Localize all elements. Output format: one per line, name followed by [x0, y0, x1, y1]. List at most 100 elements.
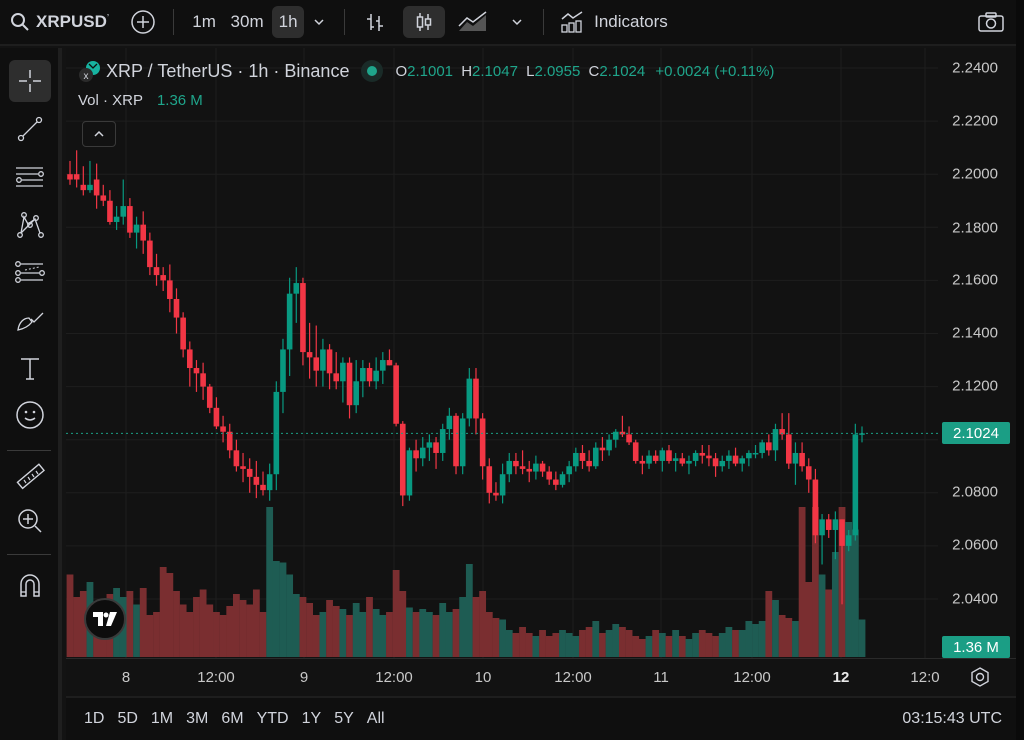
time-tick: 12 — [832, 669, 850, 686]
price-tick: 2.1600 — [952, 271, 998, 289]
symbol-search[interactable]: XRPUSD ’ — [10, 6, 109, 38]
change-value: +0.0024 (+0.11%) — [655, 62, 775, 80]
series-legend: x XRP / TetherUS · 1h · Binance O2.1001 … — [78, 60, 774, 82]
measure-tool[interactable] — [9, 456, 51, 498]
settings-hexagon-icon — [971, 667, 989, 687]
magnet-tool[interactable] — [9, 564, 51, 606]
text-icon — [21, 358, 39, 380]
current-volume-tag: 1.36 M — [942, 636, 1010, 658]
candlestick-chart[interactable] — [66, 48, 938, 658]
range-ytd[interactable]: YTD — [256, 710, 289, 727]
volume-legend[interactable]: Vol · XRP 1.36 M — [78, 92, 203, 109]
chart-type-dropdown[interactable] — [501, 6, 533, 38]
time-tick: 12:0 — [910, 669, 940, 686]
window-edge — [1016, 0, 1024, 740]
crosshair-tool[interactable] — [9, 60, 51, 102]
crosshair-icon — [19, 70, 41, 92]
divider — [543, 9, 545, 35]
text-tool[interactable] — [9, 348, 51, 390]
range-1y[interactable]: 1Y — [301, 710, 322, 727]
range-6m[interactable]: 6M — [221, 710, 244, 727]
interval-30m[interactable]: 30m — [230, 12, 264, 31]
magnet-icon — [20, 574, 40, 597]
ohlc-bars-icon — [367, 14, 384, 31]
time-tick: 9 — [299, 669, 309, 686]
camera-icon — [978, 12, 1004, 32]
price-tick: 2.0600 — [952, 536, 998, 554]
price-tick: 2.2200 — [952, 112, 998, 130]
current-price-tag: 2.1024 — [942, 422, 1010, 444]
time-scale[interactable]: 8 12:00 9 12:00 10 12:00 11 12:00 12 12:… — [66, 658, 1016, 696]
candlestick-icon — [416, 13, 432, 31]
chart-settings-button[interactable] — [969, 666, 991, 693]
time-tick: 8 — [121, 669, 131, 686]
drawing-toolbar — [0, 48, 62, 740]
range-3m[interactable]: 3M — [186, 710, 209, 727]
bar-chart-type-button[interactable] — [355, 6, 395, 38]
price-tick: 2.1800 — [952, 219, 998, 237]
indicators-label: Indicators — [594, 12, 668, 31]
divider — [344, 9, 346, 35]
xrp-logo-icon: x — [79, 61, 100, 82]
price-tick: 2.0800 — [952, 483, 998, 501]
high-value: 2.1047 — [472, 62, 518, 80]
top-toolbar: XRPUSD ’ 1m 30m 1h Indicators — [0, 0, 1024, 46]
interval-dropdown[interactable] — [304, 6, 334, 38]
tradingview-icon — [93, 612, 117, 626]
trend-line-icon — [17, 116, 43, 142]
market-status-dot[interactable] — [361, 60, 384, 82]
time-tick: 12:00 — [554, 669, 592, 686]
zoom-in-tool[interactable] — [9, 500, 51, 542]
emoji-tool[interactable] — [9, 394, 51, 436]
range-1d[interactable]: 1D — [84, 710, 105, 727]
time-tick: 10 — [474, 669, 492, 686]
brush-tool[interactable] — [9, 300, 51, 342]
time-tick: 12:00 — [375, 669, 413, 686]
range-all[interactable]: All — [366, 710, 385, 727]
indicators-icon — [561, 11, 583, 33]
price-tick: 2.0400 — [952, 590, 998, 608]
brush-icon — [17, 312, 44, 331]
search-icon — [11, 13, 29, 31]
fib-lines-tool[interactable] — [9, 156, 51, 198]
range-5d[interactable]: 5D — [117, 710, 138, 727]
snapshot-button[interactable] — [975, 6, 1007, 38]
pattern-icon — [17, 212, 44, 238]
area-chart-icon — [458, 11, 487, 31]
horizontal-lines-icon — [16, 167, 44, 187]
smiley-icon — [16, 401, 44, 429]
chevron-down-icon — [314, 19, 324, 26]
volume-label: Vol · XRP — [78, 92, 143, 109]
time-tick: 11 — [653, 669, 669, 686]
range-5y[interactable]: 5Y — [334, 710, 354, 727]
price-scale[interactable]: 2.2400 2.2200 2.2000 2.1800 2.1600 2.140… — [938, 48, 1016, 658]
price-tick: 2.2000 — [952, 165, 998, 183]
symbol-logo[interactable]: x — [78, 60, 102, 82]
divider — [173, 9, 175, 35]
divider — [7, 554, 51, 555]
area-chart-type-button[interactable] — [453, 6, 493, 38]
series-title[interactable]: XRP / TetherUS · 1h · Binance — [106, 60, 350, 81]
interval-1h[interactable]: 1h — [272, 6, 305, 38]
collapse-legend-button[interactable] — [82, 121, 116, 147]
time-tick: 12:00 — [197, 669, 235, 686]
symbol-mark: ’ — [106, 12, 110, 24]
clock-timezone[interactable]: 03:15:43 UTC — [902, 710, 1002, 727]
close-value: 2.1024 — [599, 62, 646, 80]
price-tick: 2.2400 — [952, 59, 998, 77]
forecast-tool[interactable] — [9, 252, 51, 294]
chart-pane[interactable]: x XRP / TetherUS · 1h · Binance O2.1001 … — [66, 48, 938, 658]
range-1m[interactable]: 1M — [150, 710, 174, 727]
candles-chart-type-button[interactable] — [403, 6, 446, 38]
compare-symbol-button[interactable] — [123, 6, 163, 38]
low-value: 2.0955 — [534, 62, 581, 80]
volume-value: 1.36 M — [156, 92, 203, 109]
indicators-button[interactable]: Indicators — [560, 6, 668, 38]
pattern-tool[interactable] — [9, 204, 51, 246]
zoom-in-icon — [18, 509, 42, 533]
tradingview-logo[interactable] — [84, 598, 126, 640]
interval-1m[interactable]: 1m — [192, 12, 216, 31]
chevron-down-icon — [512, 19, 522, 26]
open-value: 2.1001 — [407, 62, 454, 80]
trend-line-tool[interactable] — [9, 108, 51, 150]
